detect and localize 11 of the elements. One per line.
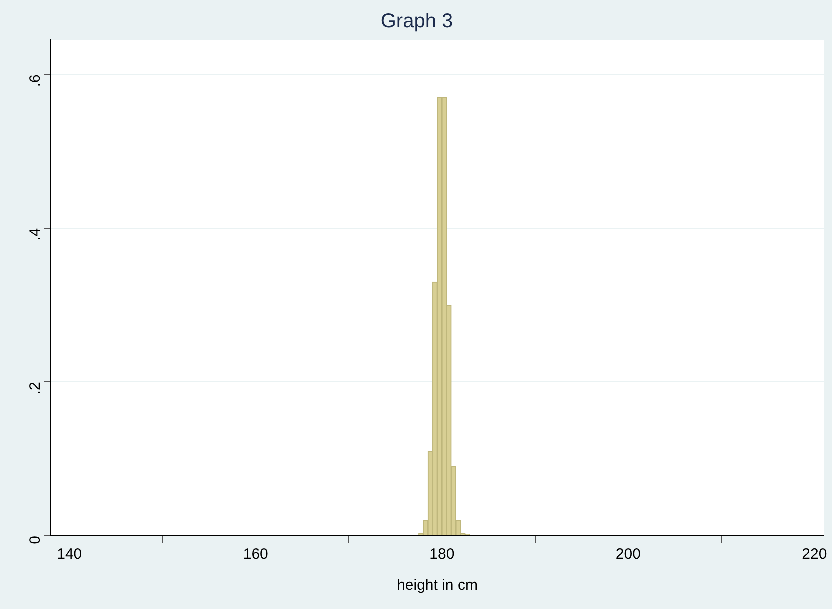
x-tick-label: 220	[802, 546, 828, 564]
x-tick-label: 140	[57, 546, 82, 564]
y-tick-label: .4	[27, 228, 44, 241]
y-tick-label: .6	[27, 74, 44, 88]
chart-title: Graph 3	[380, 10, 454, 33]
y-tick-label: 0	[27, 536, 44, 544]
x-axis-title: height in cm	[397, 577, 478, 594]
x-tick-label: 160	[243, 546, 268, 564]
y-tick-label: .2	[27, 382, 44, 395]
x-tick-label: 200	[616, 546, 641, 564]
x-tick-label: 180	[430, 546, 455, 564]
